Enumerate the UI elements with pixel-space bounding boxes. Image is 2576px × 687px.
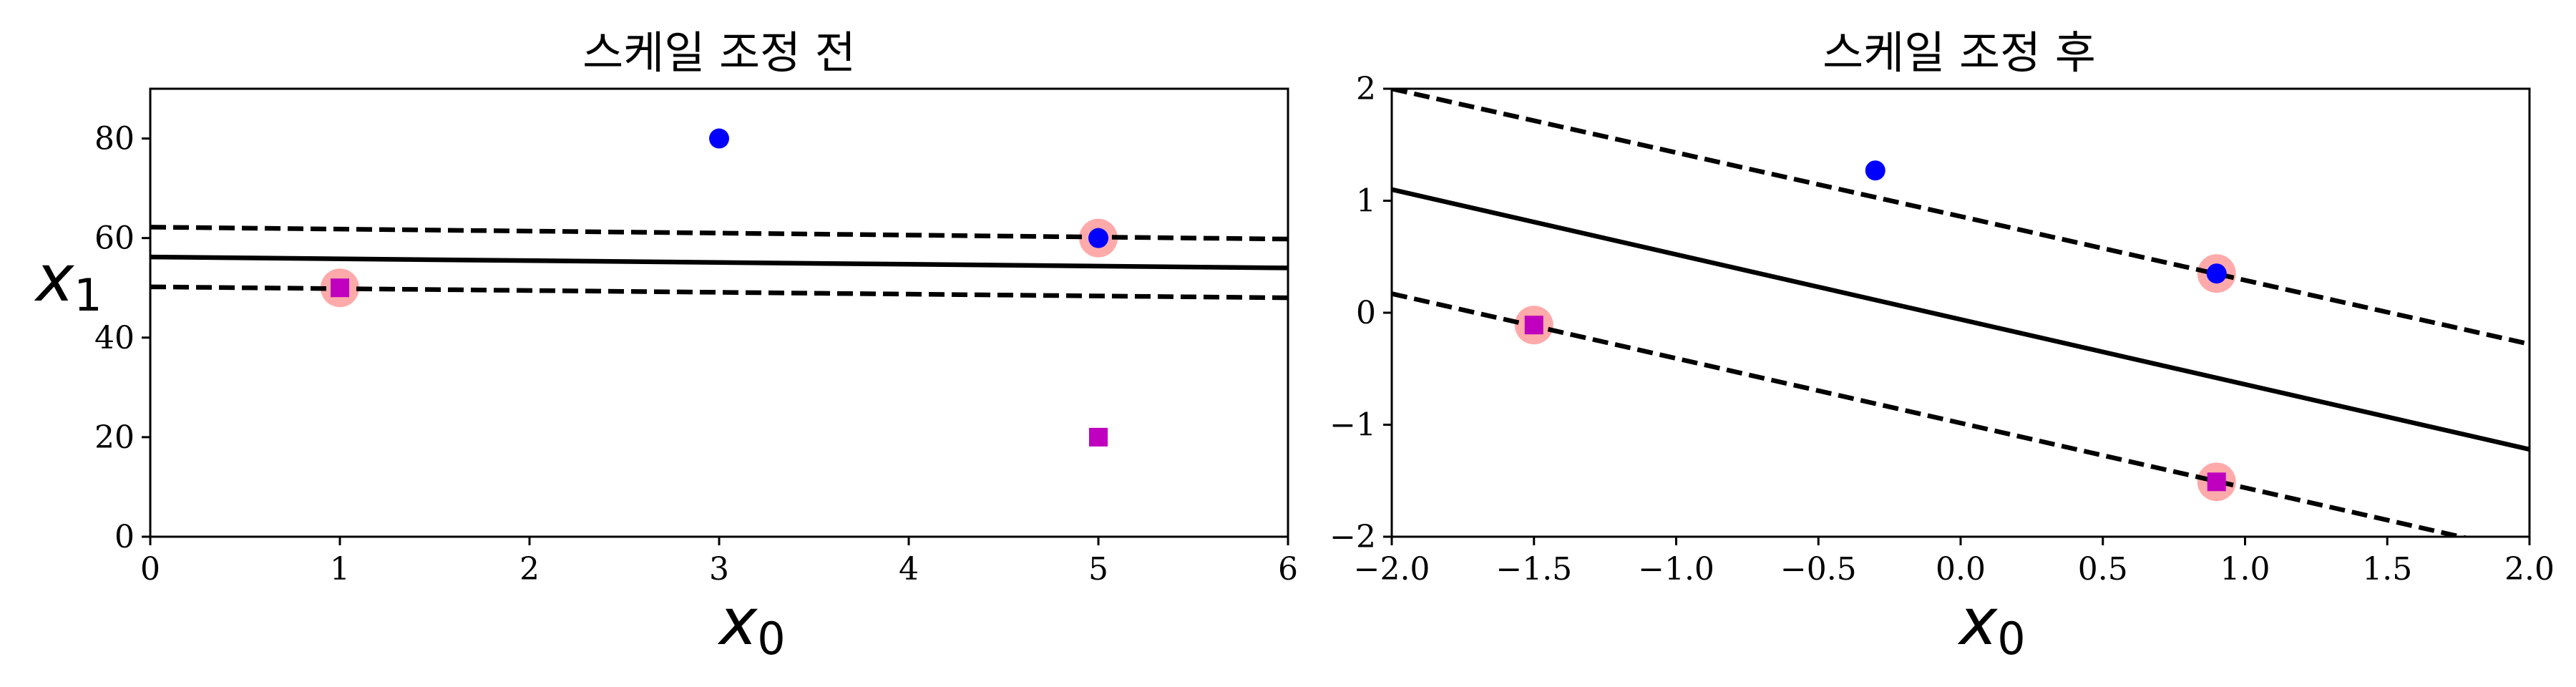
margin-line bbox=[1392, 89, 2529, 346]
right-x-axis-label: x0 bbox=[1957, 585, 2026, 665]
y-tick-label: 0 bbox=[114, 519, 135, 555]
x-tick-label: 3 bbox=[709, 551, 729, 588]
data-point-circle bbox=[709, 128, 729, 149]
decision-boundary-line bbox=[150, 254, 1288, 271]
data-point-square bbox=[1089, 427, 1108, 447]
data-point-circle bbox=[1865, 160, 1885, 181]
margin-line bbox=[150, 284, 1288, 301]
y-tick-label: 20 bbox=[94, 419, 135, 456]
x-tick-label: 0.0 bbox=[1936, 551, 1986, 588]
data-point-square bbox=[331, 278, 349, 298]
right-x-axis-label-main: x bbox=[1957, 585, 1999, 660]
right-subplot: 스케일 조정 후 −2.0 −1.5 −1.0 −0.5 0.0 0.5 1.0 1.5 2.0… bbox=[1330, 26, 2555, 665]
data-point-square bbox=[1524, 316, 1543, 335]
right-ticks: −2.0 −1.5 −1.0 −0.5 0.0 0.5 1.0 1.5 2.0 −2 −1 0 1 2 bbox=[1330, 71, 2555, 588]
x-tick-label: 1.0 bbox=[2220, 551, 2270, 588]
y-tick-label: 60 bbox=[94, 220, 135, 257]
left-y-axis-label: x1 bbox=[34, 241, 102, 321]
y-tick-label: 0 bbox=[1356, 295, 1376, 331]
y-tick-label: 1 bbox=[1356, 183, 1376, 220]
x-tick-label: 1.5 bbox=[2362, 551, 2412, 588]
x-tick-label: 2.0 bbox=[2504, 551, 2555, 588]
left-y-axis-label-main: x bbox=[34, 241, 75, 316]
y-tick-label: −1 bbox=[1330, 407, 1376, 444]
margin-line bbox=[150, 225, 1288, 242]
right-chart-title: 스케일 조정 후 bbox=[1823, 26, 2096, 79]
left-chart-title: 스케일 조정 전 bbox=[582, 26, 856, 79]
margin-line bbox=[1392, 291, 2472, 537]
x-tick-label: 2 bbox=[519, 551, 540, 588]
x-tick-label: 0.5 bbox=[2078, 551, 2128, 588]
y-tick-label: −2 bbox=[1330, 519, 1376, 555]
data-point-circle bbox=[1088, 228, 1108, 248]
left-axes-frame bbox=[149, 87, 1289, 538]
left-plot-marks bbox=[150, 128, 1288, 447]
x-tick-label: 0 bbox=[140, 551, 160, 588]
left-x-axis-label: x0 bbox=[717, 585, 786, 665]
y-tick-label: 80 bbox=[94, 121, 135, 157]
x-tick-label: −0.5 bbox=[1780, 551, 1857, 588]
x-tick-label: −1.0 bbox=[1638, 551, 1714, 588]
x-tick-label: 6 bbox=[1278, 551, 1298, 588]
y-tick-label: 2 bbox=[1356, 71, 1376, 107]
x-tick-label: 5 bbox=[1088, 551, 1108, 588]
x-tick-label: 1 bbox=[330, 551, 350, 588]
right-plot-marks bbox=[1392, 89, 2529, 537]
left-x-axis-label-main: x bbox=[717, 585, 758, 660]
left-y-axis-label-sub: 1 bbox=[74, 269, 102, 321]
y-tick-label: 40 bbox=[94, 320, 135, 356]
left-x-axis-label-sub: 0 bbox=[757, 613, 785, 665]
x-tick-label: −2.0 bbox=[1354, 551, 1430, 588]
right-axes-frame bbox=[1390, 87, 2531, 538]
data-point-square bbox=[2207, 472, 2226, 492]
decision-boundary-line bbox=[1392, 187, 2529, 452]
right-x-axis-label-sub: 0 bbox=[1997, 613, 2025, 665]
data-point-circle bbox=[2206, 263, 2227, 284]
x-tick-label: −1.5 bbox=[1496, 551, 1572, 588]
x-tick-label: 4 bbox=[899, 551, 919, 588]
